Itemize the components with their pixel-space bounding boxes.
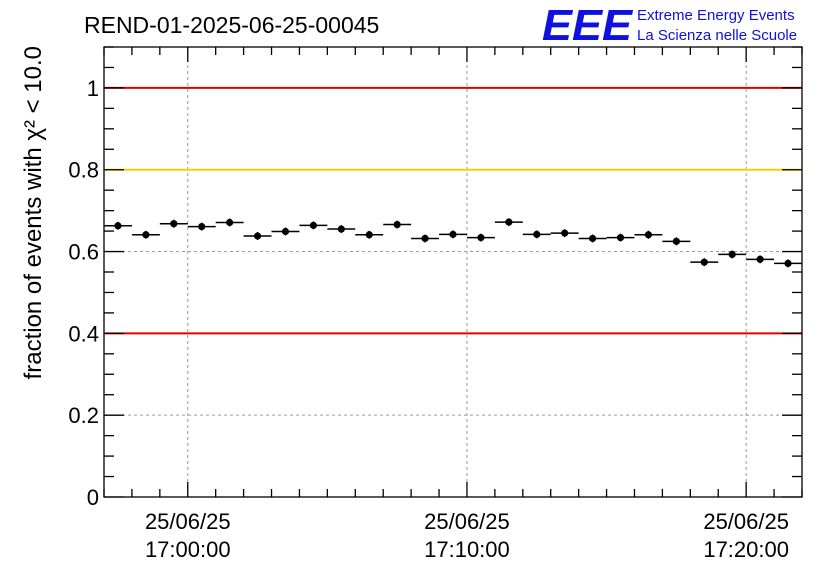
- data-points: [104, 218, 802, 268]
- y-tick-label: 0.8: [68, 158, 99, 183]
- x-tick-date: 25/06/25: [145, 509, 231, 534]
- data-marker: [728, 250, 736, 259]
- data-point: [327, 225, 356, 234]
- data-point: [522, 230, 551, 239]
- data-marker: [170, 220, 178, 228]
- data-point: [578, 234, 607, 243]
- data-point: [411, 234, 440, 243]
- data-point: [187, 222, 216, 231]
- data-point: [215, 218, 244, 227]
- data-marker: [672, 237, 680, 245]
- x-tick-labels: 25/06/25 17:00:00 25/06/25 17:10:00 25/06/25…: [145, 509, 789, 562]
- org-name: Extreme Energy Events: [637, 7, 795, 24]
- data-point: [383, 220, 412, 229]
- data-point: [774, 259, 802, 268]
- eee-logo-text: EEE: [542, 1, 634, 50]
- data-point: [271, 227, 300, 236]
- data-point: [606, 233, 635, 242]
- data-marker: [756, 255, 764, 263]
- data-marker: [449, 230, 457, 238]
- x-tick-time: 17:20:00: [703, 537, 789, 562]
- chart-title: REND-01-2025-06-25-00045: [84, 12, 379, 38]
- y-tick-labels: 0 0.2 0.4 0.6 0.8 1: [68, 76, 99, 510]
- data-marker: [114, 222, 122, 230]
- data-marker: [589, 234, 597, 243]
- data-marker: [281, 227, 290, 236]
- y-tick-label: 1: [87, 76, 99, 101]
- data-marker: [644, 231, 653, 239]
- data-marker: [253, 232, 262, 240]
- eee-logo: EEE Extreme Energy Events La Scienza nel…: [542, 1, 797, 50]
- data-point: [104, 221, 132, 230]
- org-tagline: La Scienza nelle Scuole: [637, 27, 797, 44]
- data-marker: [477, 234, 485, 242]
- data-marker: [784, 259, 792, 268]
- data-point: [159, 219, 188, 228]
- data-marker: [505, 218, 513, 226]
- data-point: [718, 250, 747, 259]
- y-tick-label: 0.4: [68, 321, 99, 346]
- data-point: [746, 255, 775, 264]
- x-tick-time: 17:00:00: [145, 537, 231, 562]
- x-tick-time: 17:10:00: [424, 537, 510, 562]
- data-marker: [226, 218, 234, 227]
- data-marker: [337, 225, 345, 233]
- data-marker: [533, 230, 541, 238]
- data-point: [690, 258, 719, 267]
- reference-lines: [104, 86, 802, 335]
- grid-lines: [104, 47, 802, 497]
- data-marker: [198, 222, 206, 231]
- data-point: [662, 237, 691, 246]
- data-point: [634, 230, 663, 239]
- y-axis-label: fraction of events with χ² < 10.0: [20, 46, 47, 379]
- data-marker: [309, 221, 317, 229]
- data-marker: [365, 231, 373, 239]
- data-point: [494, 218, 523, 227]
- data-point: [243, 232, 272, 240]
- data-marker: [421, 234, 429, 243]
- data-marker: [393, 220, 401, 229]
- data-marker: [616, 234, 625, 242]
- data-point: [355, 230, 384, 239]
- data-point: [299, 221, 328, 230]
- data-marker: [700, 258, 708, 266]
- data-marker: [561, 229, 569, 237]
- data-point: [550, 229, 579, 238]
- y-tick-label: 0: [87, 485, 99, 510]
- axis-ticks: [103, 46, 803, 498]
- x-tick-date: 25/06/25: [703, 509, 789, 534]
- y-tick-label: 0.6: [68, 240, 99, 265]
- y-tick-label: 0.2: [68, 403, 99, 428]
- plot-frame: [103, 46, 803, 498]
- x-tick-date: 25/06/25: [424, 509, 510, 534]
- data-marker: [142, 231, 150, 239]
- data-point: [466, 233, 495, 242]
- data-point: [131, 230, 160, 239]
- data-point: [439, 230, 467, 239]
